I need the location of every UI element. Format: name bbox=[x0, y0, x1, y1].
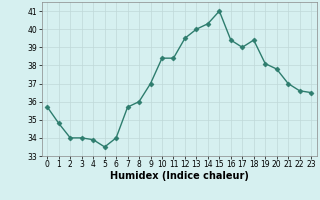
X-axis label: Humidex (Indice chaleur): Humidex (Indice chaleur) bbox=[110, 171, 249, 181]
